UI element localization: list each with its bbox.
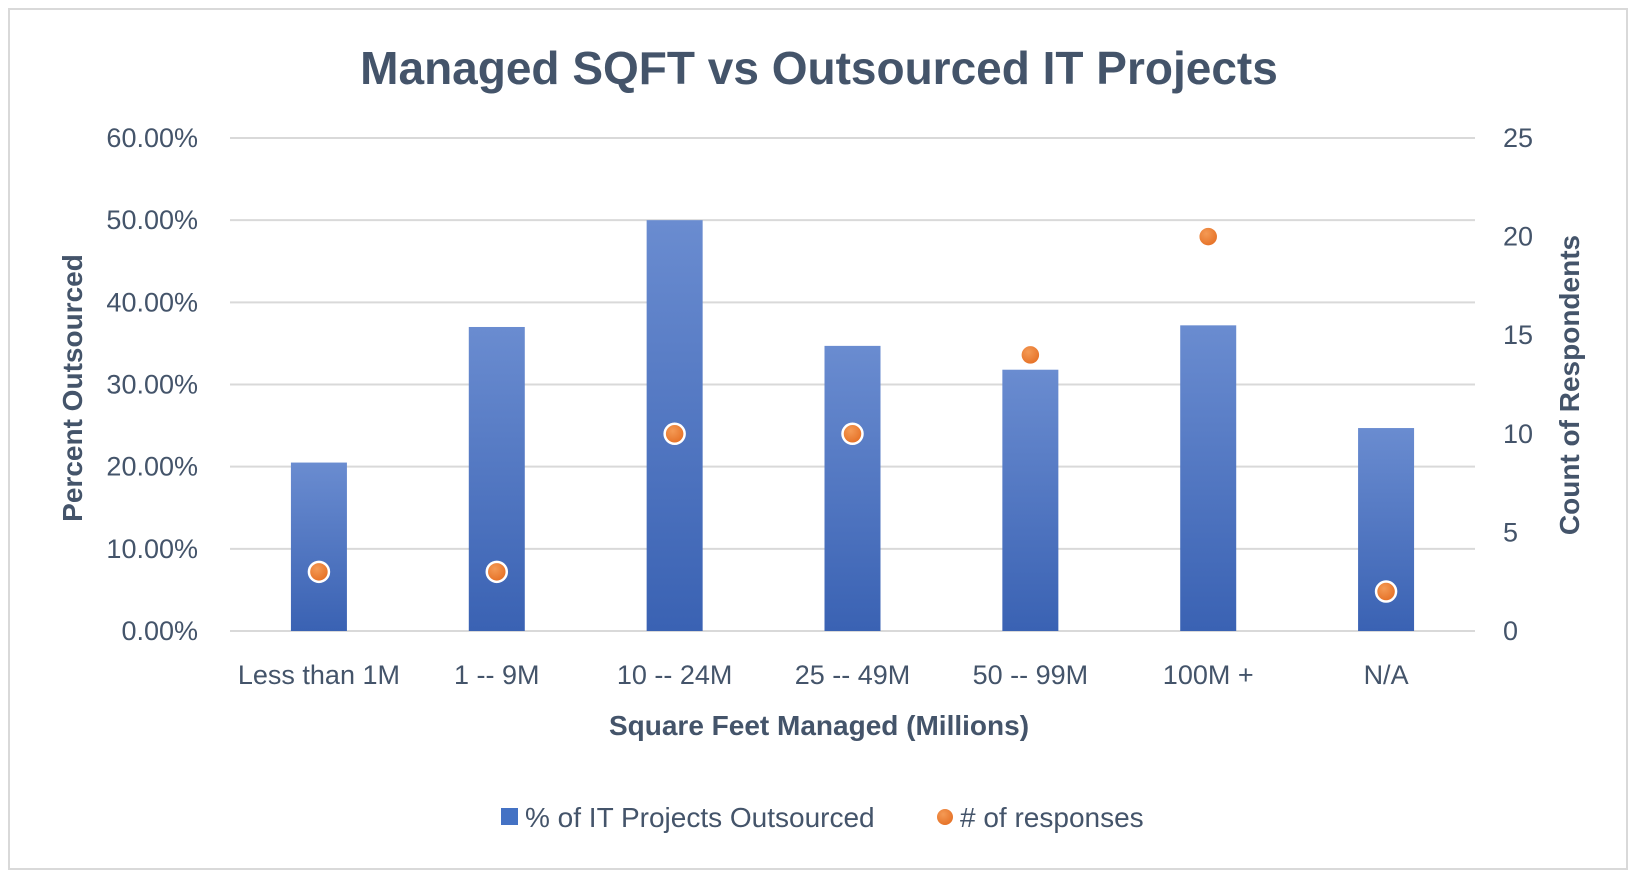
y-tick-label: 10.00% (106, 534, 198, 564)
chart-frame (8, 8, 1628, 870)
x-axis-ticks: Less than 1M 1 -- 9M 10 -- 24M 25 -- 49M 50 … (238, 660, 1409, 690)
scatter-series (307, 225, 1398, 603)
y-tick-label: 50.00% (106, 205, 198, 235)
x-tick-label: 50 -- 99M (973, 660, 1089, 690)
y-tick-label: 40.00% (106, 287, 198, 317)
y-tick-label: 0.00% (121, 616, 198, 646)
bar (290, 462, 347, 631)
y-tick-label: 20.00% (106, 452, 198, 482)
x-tick-label: 1 -- 9M (454, 660, 540, 690)
scatter-point (485, 560, 509, 584)
y-tick-label: 30.00% (106, 370, 198, 400)
y2-tick-label: 25 (1503, 123, 1533, 153)
y2-tick-label: 20 (1503, 222, 1533, 252)
x-axis-title: Square Feet Managed (Millions) (609, 710, 1029, 741)
y2-tick-label: 0 (1503, 616, 1518, 646)
y-tick-label: 60.00% (106, 123, 198, 153)
bar (1002, 369, 1059, 631)
x-tick-label: 100M + (1163, 660, 1254, 690)
x-tick-label: Less than 1M (238, 660, 400, 690)
legend-bar-swatch (501, 808, 518, 825)
scatter-point (1196, 225, 1220, 248)
y-axis-ticks: 0.00% 10.00% 20.00% 30.00% 40.00% 50.00% 60.00… (106, 123, 198, 646)
y2-tick-label: 15 (1503, 320, 1533, 350)
scatter-point (307, 560, 331, 584)
scatter-point (841, 422, 864, 446)
bar (1180, 325, 1237, 631)
bar-series (290, 220, 1415, 631)
scatter-point (1374, 580, 1398, 603)
y2-axis-ticks: 0 5 10 15 20 25 (1503, 123, 1533, 646)
x-tick-label: N/A (1364, 660, 1409, 690)
y2-axis-title: Count of Respondents (1554, 235, 1585, 535)
scatter-point (1019, 343, 1042, 367)
chart-title: Managed SQFT vs Outsourced IT Projects (360, 42, 1278, 94)
legend-dot-label: # of responses (960, 802, 1144, 833)
bar (468, 326, 525, 631)
gridlines (230, 137, 1475, 632)
legend: % of IT Projects Outsourced # of respons… (501, 802, 1144, 833)
bar (824, 345, 881, 631)
y2-tick-label: 10 (1503, 419, 1533, 449)
y2-tick-label: 5 (1503, 517, 1518, 547)
x-tick-label: 10 -- 24M (617, 660, 733, 690)
y-axis-title: Percent Outsourced (57, 254, 88, 522)
legend-dot-swatch (935, 807, 955, 827)
scatter-point (663, 422, 686, 446)
legend-bar-label: % of IT Projects Outsourced (525, 802, 875, 833)
x-tick-label: 25 -- 49M (795, 660, 911, 690)
